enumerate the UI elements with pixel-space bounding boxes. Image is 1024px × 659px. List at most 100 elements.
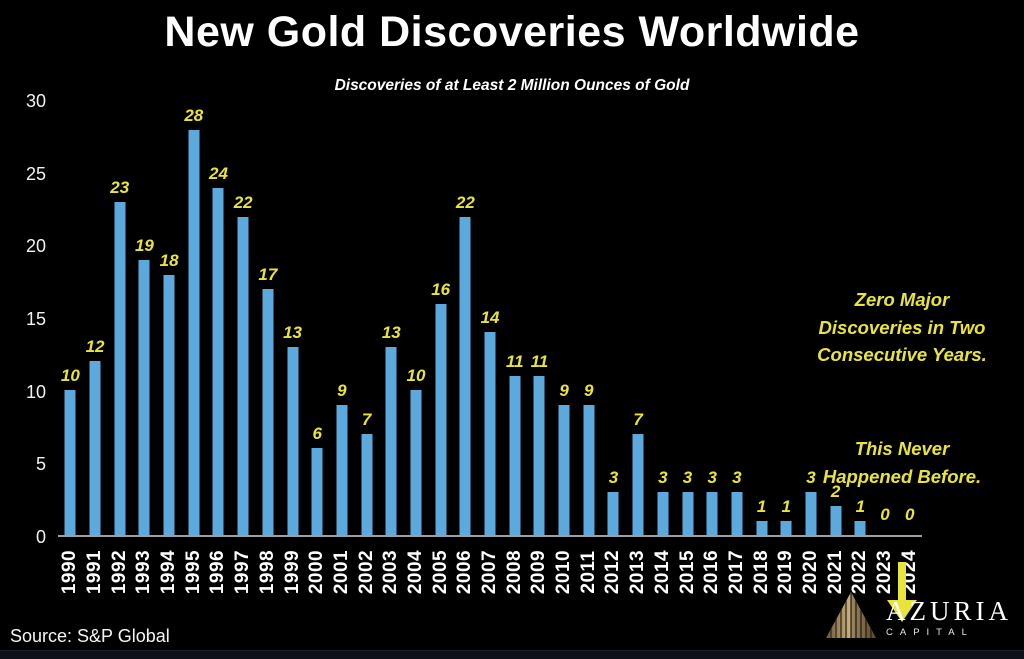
x-label-column: 1998: [256, 539, 281, 609]
year-label-1998: 1998: [256, 549, 278, 595]
year-label-1991: 1991: [84, 549, 106, 595]
bar-1993: [138, 260, 150, 535]
bar-column-1997: 22: [231, 101, 256, 535]
logo-subtitle: CAPITAL: [886, 626, 974, 638]
x-label-column: 2003: [379, 539, 404, 609]
year-label-1995: 1995: [182, 549, 204, 595]
bar-column-2011: 9: [576, 101, 601, 535]
x-label-column: 1996: [206, 539, 231, 609]
bar-column-2022: 1: [848, 101, 873, 535]
bar-value-label: 14: [480, 308, 500, 328]
x-label-column: 2006: [453, 539, 478, 609]
bar-value-label: 12: [85, 337, 105, 357]
year-label-2007: 2007: [479, 549, 501, 595]
year-label-2003: 2003: [380, 549, 402, 595]
year-label-2009: 2009: [528, 549, 550, 595]
bar-column-1995: 28: [181, 101, 206, 535]
chart-title: New Gold Discoveries Worldwide: [164, 8, 860, 56]
bar-2009: [533, 375, 545, 535]
year-label-1996: 1996: [207, 549, 229, 595]
bar-value-label: 3: [682, 467, 693, 487]
y-axis: 0 5 10 15 20 25 30: [0, 92, 46, 546]
year-label-2017: 2017: [725, 549, 747, 595]
bar-1999: [287, 346, 299, 535]
year-label-2012: 2012: [602, 549, 624, 595]
bar-column-2024: 0: [897, 101, 922, 535]
year-label-1999: 1999: [281, 549, 303, 595]
plot-area: 10 12 23 19 18 28 24 22 17 13 6 9 7 13 10 16 22 14 11 11 9 9 3…: [58, 101, 922, 537]
annotation-text-2: This Never Happened Before.: [822, 437, 982, 487]
bar-value-label: 7: [361, 409, 372, 429]
azuria-logo: AZURIA CAPITAL: [826, 592, 1012, 643]
bar-column-2015: 3: [675, 101, 700, 535]
bar-column-2023: 0: [873, 101, 898, 535]
bar-value-label: 22: [455, 192, 475, 212]
bar-value-label: 19: [134, 236, 154, 256]
bar-2017: [731, 491, 743, 535]
bar-2018: [756, 520, 768, 535]
bar-1992: [114, 202, 126, 535]
bar-1998: [262, 289, 274, 535]
bar-value-label: 2: [830, 482, 841, 502]
bar-column-2019: 1: [774, 101, 799, 535]
year-label-2010: 2010: [553, 549, 575, 595]
bar-column-1992: 23: [107, 101, 132, 535]
year-label-2000: 2000: [306, 549, 328, 595]
x-label-column: 2017: [725, 539, 750, 609]
bar-value-label: 9: [337, 380, 347, 400]
bar-column-1996: 24: [206, 101, 231, 535]
bar-value-label: 3: [806, 467, 816, 487]
logo-name: AZURIA: [886, 595, 1012, 626]
year-label-2016: 2016: [701, 549, 723, 595]
annotation-text-1: Zero Major Discoveries in Two Consecutiv…: [817, 288, 987, 366]
bar-value-label: 18: [159, 250, 179, 270]
bar-2003: [385, 346, 397, 535]
x-label-column: 1999: [280, 539, 305, 609]
bar-column-2021: 2: [823, 101, 848, 535]
x-label-column: 2016: [700, 539, 725, 609]
bar-value-label: 22: [233, 192, 253, 212]
y-tick-5: 5: [35, 454, 46, 475]
bar-value-label: 1: [855, 496, 866, 516]
bar-column-1998: 17: [256, 101, 281, 535]
bar-column-1991: 12: [83, 101, 108, 535]
bar-value-label: 28: [184, 105, 204, 125]
x-label-column: 2005: [428, 539, 453, 609]
bar-column-2013: 7: [626, 101, 651, 535]
bar-column-1994: 18: [157, 101, 182, 535]
bar-value-label: 3: [732, 467, 742, 487]
bar-value-label: 11: [530, 351, 549, 371]
bar-column-1993: 19: [132, 101, 157, 535]
logo-text: AZURIA CAPITAL: [886, 595, 1012, 638]
bar-column-2018: 1: [749, 101, 774, 535]
x-label-column: 2002: [354, 539, 379, 609]
logo-pyramid-icon: [826, 592, 876, 643]
bar-1996: [212, 187, 224, 535]
year-label-1990: 1990: [59, 549, 81, 595]
year-label-2002: 2002: [355, 549, 377, 595]
bar-2016: [706, 491, 718, 535]
x-label-column: 2011: [576, 539, 601, 609]
bottom-bar: [0, 650, 1024, 659]
bar-2022: [854, 520, 866, 535]
bar-column-2001: 9: [330, 101, 355, 535]
year-label-2015: 2015: [676, 549, 698, 595]
year-label-2005: 2005: [429, 549, 451, 595]
bar-value-label: 10: [60, 366, 80, 386]
bar-column-2010: 9: [552, 101, 577, 535]
bar-column-2016: 3: [700, 101, 725, 535]
y-tick-30: 30: [25, 91, 46, 111]
annotation: Zero Major Discoveries in Two Consecutiv…: [782, 258, 1022, 657]
bar-value-label: 3: [658, 467, 668, 487]
year-label-1992: 1992: [108, 549, 130, 595]
bar-column-2009: 11: [527, 101, 552, 535]
bar-column-2004: 10: [404, 101, 429, 535]
source-text: Source: S&P Global: [10, 626, 170, 646]
bar-2006: [459, 216, 471, 535]
bar-1991: [89, 361, 101, 535]
bar-value-label: 0: [880, 505, 890, 524]
year-label-1994: 1994: [158, 549, 180, 595]
x-label-column: 2004: [404, 539, 429, 609]
x-label-column: 2018: [749, 539, 774, 609]
year-label-2004: 2004: [404, 549, 426, 595]
